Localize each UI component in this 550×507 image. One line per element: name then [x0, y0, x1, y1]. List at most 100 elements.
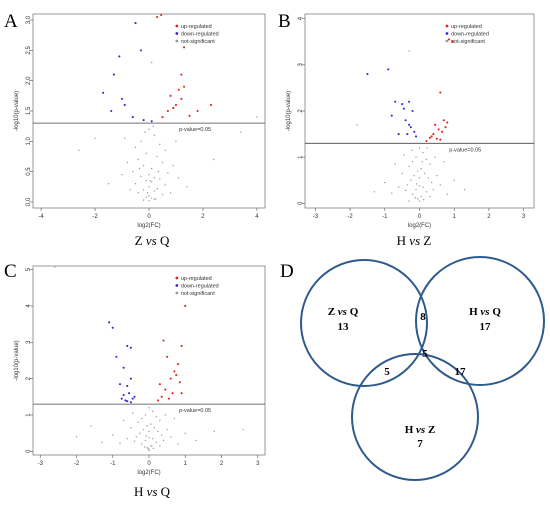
data-point — [175, 140, 177, 143]
data-point — [425, 191, 428, 193]
data-point — [148, 173, 150, 176]
data-point — [112, 73, 115, 76]
data-point — [161, 193, 164, 196]
data-point — [446, 193, 448, 195]
data-point — [137, 421, 139, 423]
data-point — [390, 114, 393, 117]
data-point — [159, 419, 161, 422]
data-point — [404, 189, 407, 192]
panel-letter-c: C — [4, 261, 17, 282]
data-point — [406, 184, 409, 186]
y-tick-label: 0.5 — [26, 167, 32, 176]
data-point — [435, 137, 438, 140]
plot-a: -4 -2 0 2 4 0.0 0.5 1.0 1.5 2.0 2.5 3.0 log2(FC) -log… — [14, 13, 266, 229]
data-point — [186, 186, 188, 188]
data-point — [166, 428, 168, 431]
data-point — [121, 173, 123, 176]
data-point — [463, 188, 466, 191]
data-point — [417, 170, 419, 172]
data-point — [429, 163, 431, 165]
x-tick-label: -3 — [313, 214, 319, 220]
legend-marker — [445, 39, 449, 43]
data-point — [126, 437, 128, 440]
x-tick-label: -3 — [38, 461, 44, 467]
data-point — [162, 339, 165, 342]
panel-d: D Z vs Q 13 H vs Q 17 H vs Z 7 8 5 17 5 — [280, 256, 545, 481]
data-point — [420, 195, 422, 198]
data-point — [140, 140, 142, 143]
data-point — [439, 91, 442, 94]
panel-c: C -3 -2 -1 0 1 2 3 0 1 2 3 4 5 log2(FC) -log10(p-value… — [4, 261, 266, 499]
data-point — [148, 195, 150, 197]
legend-marker — [175, 291, 179, 295]
data-point — [137, 158, 139, 161]
data-point — [102, 91, 105, 94]
data-point — [413, 130, 416, 133]
y-tick-label: 3 — [298, 62, 304, 66]
legend-marker — [175, 24, 179, 28]
caption-c: H vs Q — [134, 484, 171, 499]
data-point — [122, 393, 125, 397]
data-point — [169, 192, 172, 194]
data-point — [90, 425, 92, 427]
data-point — [150, 445, 152, 447]
data-point — [432, 188, 435, 191]
data-point — [424, 172, 426, 175]
data-point — [411, 161, 414, 163]
data-point — [153, 190, 156, 192]
data-point — [142, 199, 145, 201]
data-point — [164, 388, 167, 391]
data-point — [437, 128, 440, 131]
venn-circle-hz — [351, 353, 479, 481]
venn-count-zq: 13 — [338, 321, 350, 333]
data-point — [408, 200, 410, 202]
legend-marker — [445, 24, 449, 28]
data-point — [169, 377, 172, 380]
x-tick-label: 4 — [255, 214, 259, 220]
data-point — [148, 449, 150, 452]
x-tick-label: 2 — [220, 461, 224, 467]
panel-letter-d: D — [280, 261, 294, 282]
data-point — [366, 72, 369, 76]
venn-count-hz: 7 — [417, 438, 423, 450]
data-point — [149, 180, 152, 182]
data-point — [411, 109, 414, 113]
data-point — [356, 124, 358, 126]
data-point — [146, 425, 148, 427]
data-point — [167, 397, 170, 400]
data-point — [439, 138, 442, 141]
y-tick-label: 1.0 — [26, 136, 32, 145]
data-point — [144, 414, 147, 416]
y-tick-label: 1 — [298, 155, 304, 159]
data-point — [428, 136, 431, 139]
data-point — [177, 88, 180, 91]
x-tick-label: -2 — [92, 214, 98, 220]
data-point — [443, 161, 445, 163]
data-point — [430, 135, 433, 138]
data-point — [414, 135, 418, 138]
venn-label-hz: H vs Z — [405, 424, 436, 436]
x-tick-label: -1 — [110, 461, 116, 467]
data-point — [418, 200, 421, 202]
data-point — [411, 193, 414, 195]
x-axis-label: log2(FC) — [137, 470, 160, 476]
x-tick-label: 2 — [201, 214, 205, 220]
x-axis-label: log2(FC) — [137, 223, 160, 229]
data-point — [172, 164, 174, 167]
threshold-label: p-value=0.05 — [179, 127, 211, 133]
data-point — [54, 266, 56, 268]
venn-count-zq-hq: 8 — [420, 311, 426, 323]
data-point — [138, 167, 141, 170]
data-point — [126, 161, 129, 164]
data-point — [158, 383, 161, 386]
data-point — [146, 447, 148, 449]
x-tick-label: 0 — [147, 214, 151, 220]
venn-circle-hq — [415, 256, 545, 386]
data-point — [164, 414, 167, 416]
data-point — [153, 134, 156, 136]
data-point — [150, 181, 153, 183]
y-tick-label: 2.0 — [26, 76, 32, 85]
data-point — [425, 158, 428, 161]
data-point — [420, 168, 422, 170]
